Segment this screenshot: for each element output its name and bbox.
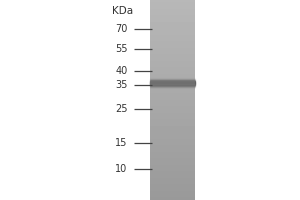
Text: 70: 70 <box>115 24 128 34</box>
Text: 40: 40 <box>115 66 128 76</box>
Text: 15: 15 <box>115 138 128 148</box>
Bar <box>150 81 195 85</box>
Text: 55: 55 <box>115 44 128 54</box>
Text: 35: 35 <box>115 80 128 90</box>
Text: 10: 10 <box>115 164 128 174</box>
Text: KDa: KDa <box>112 6 134 16</box>
Text: 25: 25 <box>115 104 128 114</box>
